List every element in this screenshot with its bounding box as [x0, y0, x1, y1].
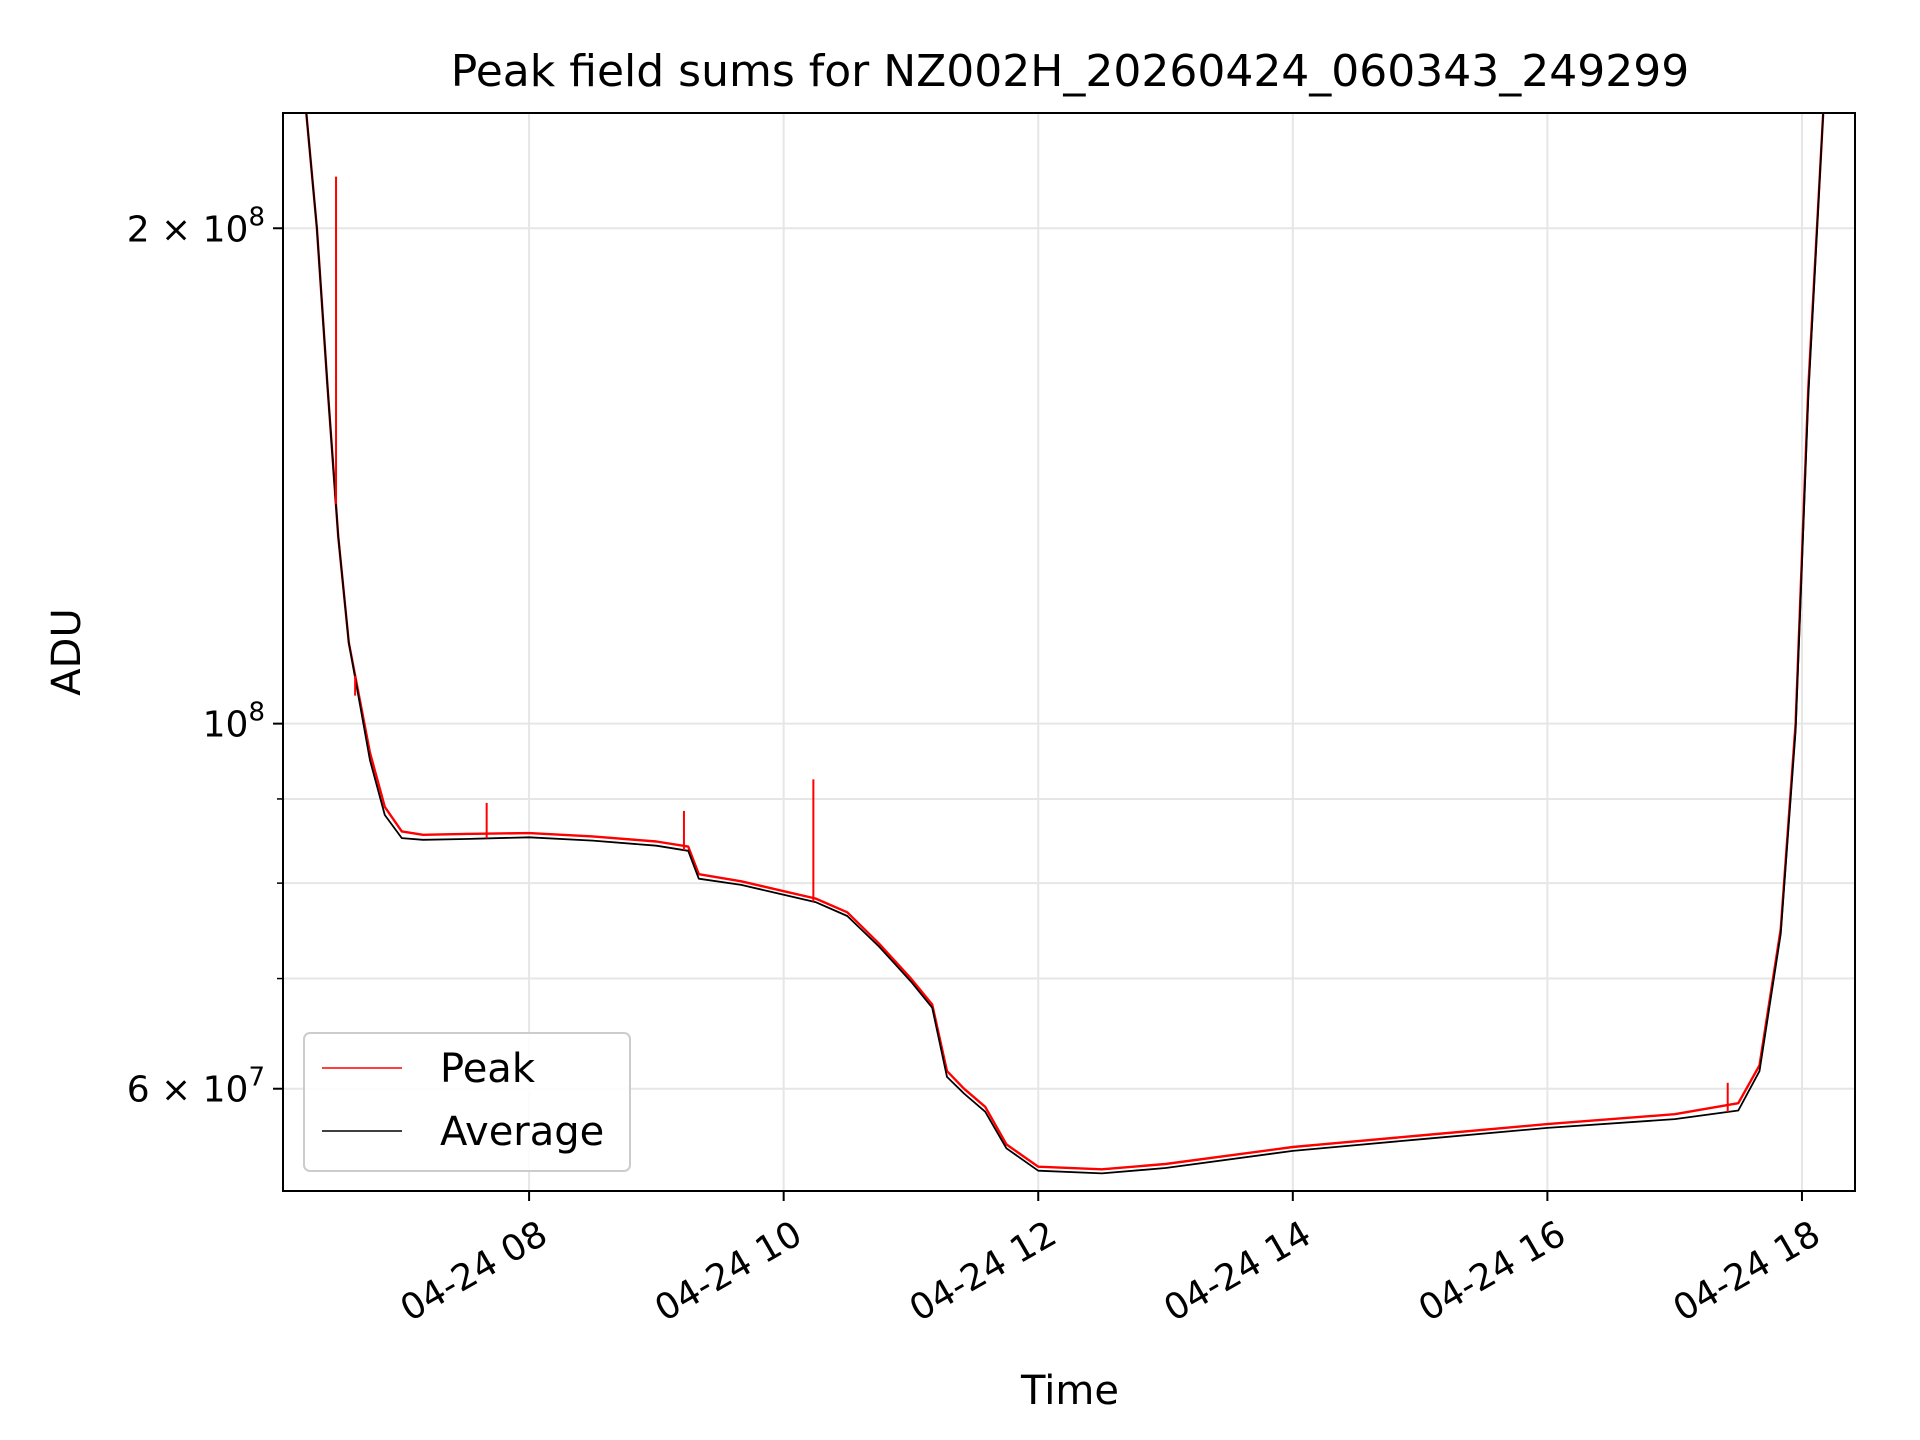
y-tick-label: 108 — [203, 698, 265, 746]
x-axis-label: Time — [1020, 1368, 1119, 1414]
legend: Peak Average — [303, 1032, 631, 1172]
series-line-average — [305, 113, 1825, 1175]
y-tick-label: 6 × 107 — [127, 1063, 265, 1111]
y-axis-ticks: 2 × 108 108 6 × 107 — [127, 202, 283, 1111]
x-axis-ticks: 04-24 08 04-24 10 04-24 12 04-24 14 04-24 16… — [394, 1191, 1828, 1330]
chart-title: Peak field sums for NZ002H_20260424_0603… — [451, 46, 1689, 97]
legend-label-peak: Peak — [440, 1046, 536, 1092]
x-tick-label: 04-24 08 — [394, 1213, 555, 1329]
x-tick-label: 04-24 10 — [648, 1213, 809, 1329]
x-tick-label: 04-24 14 — [1157, 1213, 1318, 1329]
y-tick-label: 2 × 108 — [127, 202, 265, 250]
plot-frame — [282, 112, 1856, 1192]
y-axis-label: ADU — [44, 608, 90, 695]
x-tick-label: 04-24 12 — [903, 1213, 1064, 1329]
series-line-peak — [305, 113, 1825, 1171]
grid — [283, 113, 1855, 1191]
series-layer — [305, 113, 1825, 1175]
x-tick-label: 04-24 18 — [1667, 1213, 1828, 1329]
x-tick-label: 04-24 16 — [1412, 1213, 1573, 1329]
legend-label-average: Average — [440, 1109, 604, 1155]
